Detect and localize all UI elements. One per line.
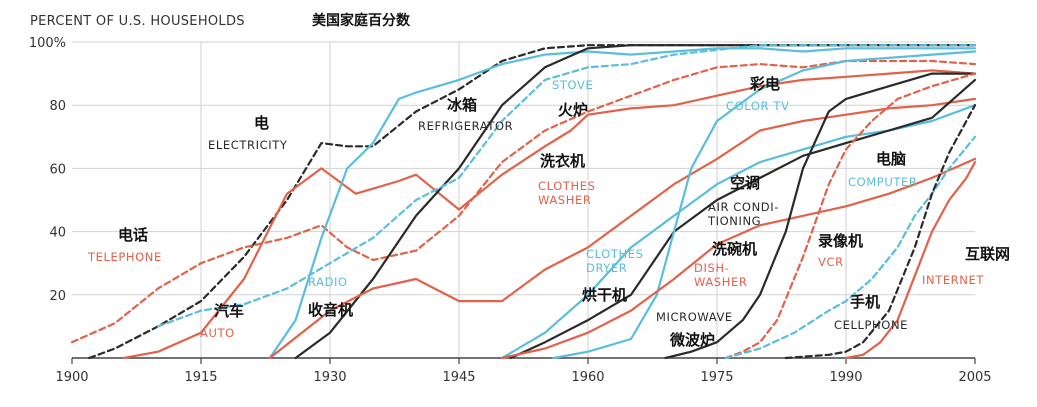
series-label-en: RADIO	[308, 275, 348, 289]
series-line-stove	[156, 44, 977, 328]
series-label-clothes-dryer: CLOTHES DRYER 烘干机	[582, 247, 644, 304]
series-labels: ELECTRICITY 电 TELEPHONE 电话 AUTO 汽车 RADIO 收音机 REF…	[87, 75, 1010, 349]
series-line-clothes-washer	[268, 97, 977, 360]
series-line-auto	[122, 69, 977, 360]
x-tick-label: 1960	[571, 370, 604, 385]
y-tick-label: 20	[49, 289, 66, 304]
series-label-en: CELLPHONE	[834, 318, 908, 332]
x-axis: 1900 1915 1930 1945 1960 1975 1990 2005	[55, 357, 992, 385]
series-label-dish-washer: DISH-WASHER 洗碗机	[694, 240, 757, 289]
series-line-refrigerator	[294, 44, 977, 360]
chart-title-en: PERCENT OF U.S. HOUSEHOLDS	[30, 14, 245, 29]
series-label-cn: 彩电	[749, 75, 780, 93]
series-label-electricity: ELECTRICITY 电	[208, 114, 288, 152]
series-label-auto: AUTO 汽车	[200, 302, 244, 340]
series-line-internet	[844, 161, 977, 360]
series-label-cn: 洗碗机	[712, 240, 757, 258]
series-label-cn: 洗衣机	[540, 152, 585, 170]
y-tick-label: 40	[49, 226, 66, 241]
series-line-microwave	[664, 72, 977, 360]
series-label-air-condi-tioning: AIR CONDI-TIONING 空调	[707, 174, 779, 228]
series-label-en: CLOTHES WASHER	[538, 179, 596, 207]
series-label-cn: 录像机	[818, 232, 863, 250]
series-label-en: COLOR TV	[726, 99, 789, 113]
series-line-color-tv	[552, 50, 977, 360]
series-label-cn: 微波炉	[669, 331, 715, 349]
y-tick-label: 100%	[29, 36, 66, 51]
series-line-telephone	[70, 59, 977, 344]
chart-header: PERCENT OF U.S. HOUSEHOLDS 美国家庭百分数	[30, 12, 411, 29]
series-label-cn: 烘干机	[582, 286, 627, 304]
x-tick-label: 1930	[313, 370, 346, 385]
x-tick-label: 2005	[958, 370, 991, 385]
series-label-en: CLOTHES DRYER	[586, 247, 644, 275]
series-label-en: VCR	[818, 255, 844, 269]
series-label-cn: 汽车	[214, 302, 244, 320]
series-label-en: ELECTRICITY	[208, 138, 288, 152]
series-label-telephone: TELEPHONE 电话	[87, 226, 162, 264]
x-tick-label: 1915	[184, 370, 217, 385]
series-line-computer	[724, 135, 977, 360]
series-label-color-tv: COLOR TV 彩电	[726, 75, 789, 113]
x-tick-label: 1975	[700, 370, 733, 385]
chart-title-cn: 美国家庭百分数	[312, 12, 411, 29]
series-label-cn: 收音机	[308, 301, 353, 319]
series-label-cn: 电	[254, 114, 269, 132]
series-label-cn: 电话	[118, 226, 148, 244]
series-lines	[70, 44, 977, 360]
series-label-microwave: MICROWAVE 微波炉	[656, 310, 733, 349]
series-label-computer: COMPUTER 电脑	[848, 150, 917, 189]
series-label-cn: 电脑	[876, 150, 906, 168]
series-label-radio: RADIO 收音机	[308, 275, 353, 319]
series-label-clothes-washer: CLOTHES WASHER 洗衣机	[538, 152, 596, 207]
y-tick-label: 60	[49, 162, 66, 177]
series-label-cellphone: CELLPHONE 手机	[834, 293, 908, 332]
series-line-radio	[268, 47, 977, 360]
series-line-dish-washer	[500, 157, 977, 360]
series-label-en: TELEPHONE	[87, 250, 162, 264]
series-label-cn: 互联网	[965, 245, 1010, 263]
series-label-en: INTERNET	[922, 273, 984, 287]
series-line-cellphone	[784, 104, 977, 360]
x-tick-label: 1945	[442, 370, 475, 385]
series-label-cn: 冰箱	[447, 96, 477, 114]
series-label-en: COMPUTER	[848, 175, 917, 189]
series-label-cn: 手机	[850, 293, 880, 311]
series-label-internet: INTERNET 互联网	[922, 245, 1010, 287]
x-tick-label: 1900	[55, 370, 88, 385]
series-label-en: REFRIGERATOR	[418, 119, 513, 133]
y-axis: 20 40 60 80 100%	[29, 36, 66, 304]
series-label-en: MICROWAVE	[656, 310, 733, 324]
series-label-refrigerator: REFRIGERATOR 冰箱	[418, 96, 513, 133]
series-label-stove: STOVE 火炉	[552, 78, 593, 119]
series-label-en: AIR CONDI-TIONING	[707, 200, 779, 228]
series-label-vcr: VCR 录像机	[818, 232, 863, 269]
series-label-en: AUTO	[200, 326, 235, 340]
x-tick-label: 1990	[829, 370, 862, 385]
gridlines	[72, 41, 975, 358]
series-label-cn: 火炉	[558, 101, 588, 119]
series-label-cn: 空调	[730, 174, 760, 192]
series-label-en: STOVE	[552, 78, 593, 92]
series-line-air-conditioning	[509, 78, 977, 360]
series-line-vcr	[724, 72, 977, 360]
series-label-en: DISH-WASHER	[694, 261, 747, 289]
y-tick-label: 80	[49, 99, 66, 114]
series-line-electricity	[88, 44, 977, 360]
